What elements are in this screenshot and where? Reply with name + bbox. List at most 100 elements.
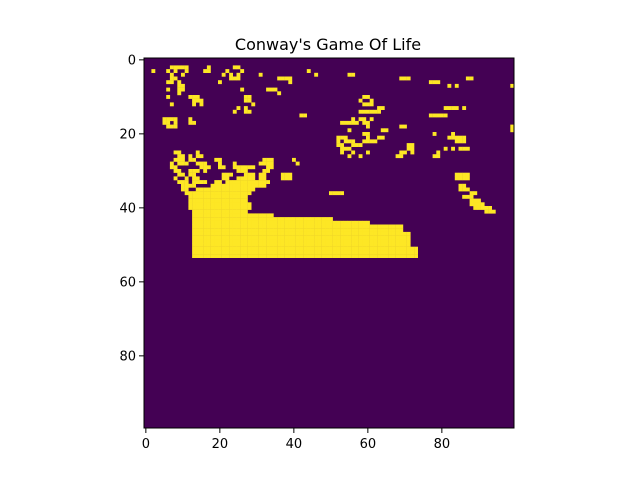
- alive-cell: [284, 243, 289, 247]
- alive-cell: [277, 91, 282, 96]
- alive-cell: [340, 231, 344, 236]
- alive-cell: [358, 243, 363, 247]
- alive-cell: [366, 224, 370, 229]
- alive-cell: [240, 169, 245, 173]
- alive-cell: [203, 191, 208, 196]
- alive-cell: [169, 65, 174, 70]
- alive-cell: [236, 191, 241, 196]
- alive-cell: [236, 202, 241, 207]
- alive-cell: [181, 187, 185, 192]
- alive-cell: [225, 191, 230, 196]
- alive-cell: [192, 228, 196, 233]
- alive-cell: [277, 250, 282, 255]
- plot-frame: [143, 57, 515, 429]
- alive-cell: [436, 154, 441, 159]
- alive-cell: [169, 80, 174, 85]
- alive-cell: [465, 176, 470, 181]
- alive-cell: [240, 220, 245, 225]
- x-axis: 0 20 40 60 80: [142, 428, 450, 452]
- alive-cell: [436, 150, 441, 155]
- alive-cell: [306, 254, 311, 258]
- alive-cell: [306, 220, 311, 225]
- alive-cell: [258, 224, 263, 229]
- alive-cell: [358, 98, 363, 103]
- alive-cell: [199, 224, 204, 229]
- alive-cell: [218, 209, 222, 214]
- alive-cell: [262, 180, 267, 184]
- alive-cell: [218, 239, 222, 244]
- alive-cell: [295, 235, 300, 240]
- alive-cell: [199, 220, 204, 225]
- alive-cell: [343, 228, 348, 233]
- alive-cell: [477, 206, 481, 210]
- alive-cell: [447, 83, 452, 88]
- alive-cell: [229, 194, 233, 199]
- alive-cell: [280, 239, 285, 244]
- alive-cell: [258, 183, 263, 188]
- alive-cell: [188, 157, 193, 162]
- alive-cell: [169, 102, 174, 107]
- alive-cell: [243, 206, 248, 210]
- alive-cell: [225, 202, 230, 207]
- alive-cell: [388, 235, 393, 240]
- alive-cell: [173, 157, 178, 162]
- alive-cell: [225, 224, 230, 229]
- alive-cell: [410, 150, 415, 155]
- alive-cell: [195, 235, 200, 240]
- alive-cell: [269, 87, 274, 92]
- alive-cell: [332, 243, 337, 247]
- alive-cell: [243, 95, 248, 99]
- alive-cell: [284, 172, 289, 177]
- alive-cell: [218, 198, 222, 203]
- alive-cell: [221, 194, 226, 199]
- alive-cell: [329, 228, 333, 233]
- alive-cell: [462, 106, 467, 110]
- alive-cell: [306, 250, 311, 255]
- alive-cell: [258, 176, 263, 181]
- alive-cell: [284, 76, 289, 81]
- alive-cell: [192, 180, 196, 184]
- alive-cell: [218, 157, 222, 162]
- alive-cell: [236, 209, 241, 214]
- alive-cell: [284, 228, 289, 233]
- alive-cell: [288, 176, 293, 181]
- alive-cell: [199, 161, 204, 166]
- alive-cell: [340, 235, 344, 240]
- alive-cell: [362, 231, 367, 236]
- alive-cell: [336, 191, 341, 196]
- alive-cell: [236, 72, 241, 77]
- alive-cell: [206, 231, 211, 236]
- alive-cell: [236, 224, 241, 229]
- alive-cell: [184, 183, 189, 188]
- alive-cell: [210, 239, 215, 244]
- alive-cell: [369, 246, 374, 251]
- alive-cell: [203, 239, 208, 244]
- alive-cell: [306, 246, 311, 251]
- alive-cell: [243, 243, 248, 247]
- alive-cell: [373, 254, 378, 258]
- alive-cell: [236, 235, 241, 240]
- alive-cell: [373, 239, 378, 244]
- alive-cell: [273, 231, 278, 236]
- alive-cell: [199, 254, 204, 258]
- alive-cell: [295, 161, 300, 166]
- alive-cell: [380, 128, 385, 133]
- alive-cell: [384, 224, 389, 229]
- alive-cell: [210, 243, 215, 247]
- alive-cell: [391, 243, 396, 247]
- alive-cell: [369, 254, 374, 258]
- alive-cell: [232, 217, 237, 221]
- alive-cell: [362, 224, 367, 229]
- alive-cell: [284, 231, 289, 236]
- alive-cell: [354, 224, 359, 229]
- alive-cell: [236, 198, 241, 203]
- alive-cell: [210, 254, 215, 258]
- alive-cell: [243, 165, 248, 170]
- alive-cell: [336, 254, 341, 258]
- alive-cell: [488, 209, 492, 214]
- alive-cell: [303, 246, 307, 251]
- alive-cell: [403, 246, 407, 251]
- alive-cell: [188, 183, 193, 188]
- alive-cell: [181, 180, 185, 184]
- alive-cell: [225, 198, 230, 203]
